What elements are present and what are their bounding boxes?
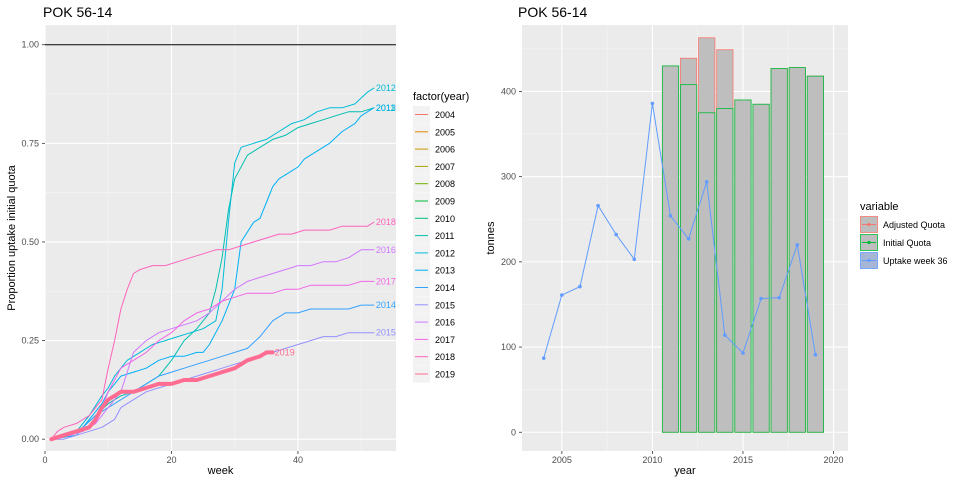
legend-label-2012: 2012 [435, 248, 455, 258]
left-y-tick-label: 0.75 [21, 138, 39, 148]
right-y-tick-label: 400 [501, 86, 516, 96]
left-x-tick-label: 0 [42, 455, 47, 465]
right-x-axis-title: year [674, 465, 696, 477]
left-y-tick-label: 1.00 [21, 40, 39, 50]
legend-label-2004: 2004 [435, 110, 455, 120]
legend-label-uptake-week-36: Uptake week 36 [883, 256, 948, 266]
point-uptake-2004 [541, 356, 546, 360]
end-label-2012: 2012 [376, 83, 396, 93]
legend-label-2010: 2010 [435, 214, 455, 224]
line-series-2019 [49, 350, 275, 442]
point-uptake-2009 [632, 257, 637, 262]
point-uptake-2018 [795, 243, 800, 247]
left-legend: factor(year) 2004 2005 2006 2007 2008 2009 2010… [413, 91, 469, 383]
point-uptake-2019 [813, 352, 818, 357]
bar-initial-quota-2014 [716, 108, 734, 433]
bar-initial-quota-2019 [806, 75, 824, 433]
end-label-2015: 2015 [376, 328, 396, 338]
point-uptake-2015 [741, 351, 745, 355]
right-chart-title: POK 56-14 [518, 4, 587, 20]
legend-label-2018: 2018 [435, 352, 455, 362]
point-uptake-2014 [723, 333, 727, 337]
left-series-group [49, 87, 375, 442]
legend-label-2005: 2005 [435, 127, 455, 137]
left-x-tick-label: 40 [293, 455, 303, 465]
legend-key-point-initial-quota [867, 240, 871, 245]
point-uptake-2016 [759, 296, 763, 301]
end-label-2016: 2016 [376, 245, 396, 255]
left-x-tick-label: 20 [166, 455, 176, 465]
right-x-tick-label: 2005 [552, 455, 572, 465]
end-label-2019: 2019 [275, 347, 295, 357]
bar-initial-quota-2012 [680, 84, 698, 433]
legend-label-2009: 2009 [435, 197, 455, 207]
legend-label-adjusted-quota: Adjusted Quota [883, 220, 945, 230]
legend-key-point-adjusted-quota [867, 222, 871, 227]
left-y-tick-label: 0.00 [21, 434, 39, 444]
legend-label-2019: 2019 [435, 370, 455, 380]
right-panel: 2005 2010 2015 2020 0 100 200 300 400 POK 56-14 ye… [485, 4, 848, 477]
legend-label-initial-quota: Initial Quota [883, 238, 931, 248]
left-legend-title: factor(year) [413, 91, 469, 103]
bar-initial-quota-2011 [661, 65, 680, 433]
line-series-2015 [50, 332, 375, 440]
bar-initial-quota-2018 [788, 67, 806, 433]
right-legend: variable Adjusted Quota Initial Quota Uptak… [860, 201, 948, 269]
legend-label-2007: 2007 [435, 162, 455, 172]
end-label-2013: 2013 [376, 103, 396, 113]
left-y-axis-title: Proportion uptake initial quota [6, 164, 18, 310]
right-legend-title: variable [860, 201, 899, 213]
left-x-axis-title: week [207, 465, 234, 477]
legend-label-2014: 2014 [435, 283, 455, 293]
right-y-tick-label: 300 [501, 172, 516, 182]
right-x-tick-label: 2015 [733, 455, 753, 465]
end-label-2018: 2018 [376, 217, 396, 227]
end-label-2017: 2017 [376, 276, 396, 286]
point-uptake-2011 [668, 214, 673, 218]
bar-initial-quota-2013 [698, 112, 716, 433]
right-y-tick-label: 100 [501, 342, 516, 352]
right-y-axis-title: tonnes [485, 221, 497, 255]
bar-initial-quota-2015 [734, 99, 752, 433]
line-series-2013 [50, 107, 375, 440]
right-y-tick-label: 0 [511, 427, 516, 437]
legend-label-2006: 2006 [435, 145, 455, 155]
point-uptake-2012 [686, 237, 691, 241]
legend-label-2015: 2015 [435, 300, 455, 310]
point-uptake-2007 [596, 203, 600, 208]
point-uptake-2013 [704, 179, 709, 184]
right-y-tick-label: 200 [501, 257, 516, 267]
point-uptake-2017 [777, 295, 781, 300]
left-panel: 0 20 40 0.00 0.25 0.50 0.75 1.00 2011 2012 2013 201… [6, 4, 396, 477]
line-series-2016 [50, 249, 375, 440]
point-uptake-2006 [578, 284, 582, 289]
left-y-tick-label: 0.25 [21, 336, 39, 346]
left-plot-background [45, 25, 396, 451]
legend-label-2013: 2013 [435, 266, 455, 276]
legend-label-2016: 2016 [435, 318, 455, 328]
legend-label-2017: 2017 [435, 335, 455, 345]
line-series-2014 [50, 304, 375, 440]
point-uptake-2008 [614, 232, 618, 237]
right-x-tick-label: 2010 [642, 455, 662, 465]
end-label-2014: 2014 [376, 300, 396, 310]
legend-key-point-uptake-week-36 [867, 258, 871, 263]
point-uptake-2005 [560, 293, 564, 297]
bar-initial-quota-2017 [770, 68, 788, 433]
line-uptake-week-36 [543, 103, 816, 359]
right-x-tick-label: 2020 [823, 455, 843, 465]
left-y-tick-label: 0.50 [21, 237, 39, 247]
legend-label-2008: 2008 [435, 179, 455, 189]
line-series-2018 [50, 221, 375, 440]
point-uptake-2010 [650, 101, 655, 106]
end-label-2011: 2011 [376, 103, 395, 113]
bar-initial-quota-2016 [752, 103, 770, 433]
line-series-2017 [50, 280, 375, 440]
legend-label-2011: 2011 [435, 231, 454, 241]
line-series-2012 [50, 87, 375, 440]
left-chart-title: POK 56-14 [43, 4, 112, 20]
